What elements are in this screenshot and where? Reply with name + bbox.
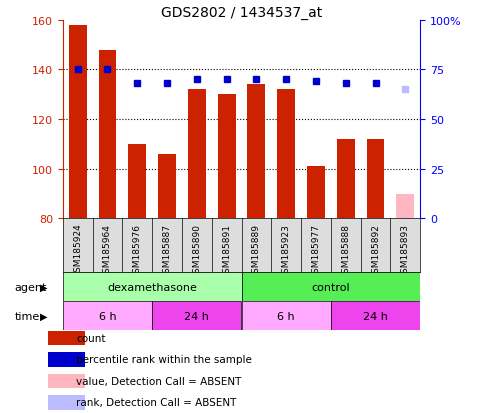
Bar: [47, 331, 85, 345]
Bar: [218, 95, 236, 219]
Text: GSM185892: GSM185892: [371, 223, 380, 278]
Text: GSM185890: GSM185890: [192, 223, 201, 278]
Text: 6 h: 6 h: [277, 311, 295, 321]
Text: agent: agent: [14, 282, 47, 292]
Bar: [128, 145, 146, 219]
Bar: [367, 140, 384, 219]
Text: GSM185924: GSM185924: [73, 223, 82, 278]
Text: GSM185887: GSM185887: [163, 223, 171, 278]
Bar: [337, 140, 355, 219]
Bar: [69, 26, 86, 219]
Title: GDS2802 / 1434537_at: GDS2802 / 1434537_at: [161, 6, 322, 20]
Text: 6 h: 6 h: [99, 311, 116, 321]
Text: ▶: ▶: [40, 282, 47, 292]
Text: GSM185977: GSM185977: [312, 223, 320, 278]
Text: time: time: [14, 311, 40, 321]
Bar: [152, 301, 242, 330]
Bar: [47, 374, 85, 388]
Bar: [158, 154, 176, 219]
Text: value, Detection Call = ABSENT: value, Detection Call = ABSENT: [76, 376, 242, 386]
Bar: [242, 273, 420, 301]
Bar: [99, 50, 116, 219]
Bar: [63, 273, 242, 301]
Bar: [331, 301, 420, 330]
Text: GSM185976: GSM185976: [133, 223, 142, 278]
Text: GSM185891: GSM185891: [222, 223, 231, 278]
Text: GSM185888: GSM185888: [341, 223, 350, 278]
Text: count: count: [76, 333, 105, 343]
Bar: [242, 301, 331, 330]
Text: ▶: ▶: [40, 311, 47, 321]
Bar: [63, 301, 152, 330]
Text: 24 h: 24 h: [363, 311, 388, 321]
Bar: [307, 167, 325, 219]
Text: rank, Detection Call = ABSENT: rank, Detection Call = ABSENT: [76, 397, 236, 407]
Bar: [188, 90, 206, 219]
Text: percentile rank within the sample: percentile rank within the sample: [76, 354, 252, 364]
Bar: [47, 352, 85, 367]
Text: dexamethasone: dexamethasone: [107, 282, 197, 292]
Text: control: control: [312, 282, 350, 292]
Bar: [247, 85, 265, 219]
Bar: [47, 395, 85, 410]
Text: GSM185923: GSM185923: [282, 223, 291, 278]
Text: GSM185964: GSM185964: [103, 223, 112, 278]
Text: GSM185889: GSM185889: [252, 223, 261, 278]
Text: GSM185893: GSM185893: [401, 223, 410, 278]
Bar: [397, 194, 414, 219]
Text: 24 h: 24 h: [185, 311, 209, 321]
Bar: [277, 90, 295, 219]
